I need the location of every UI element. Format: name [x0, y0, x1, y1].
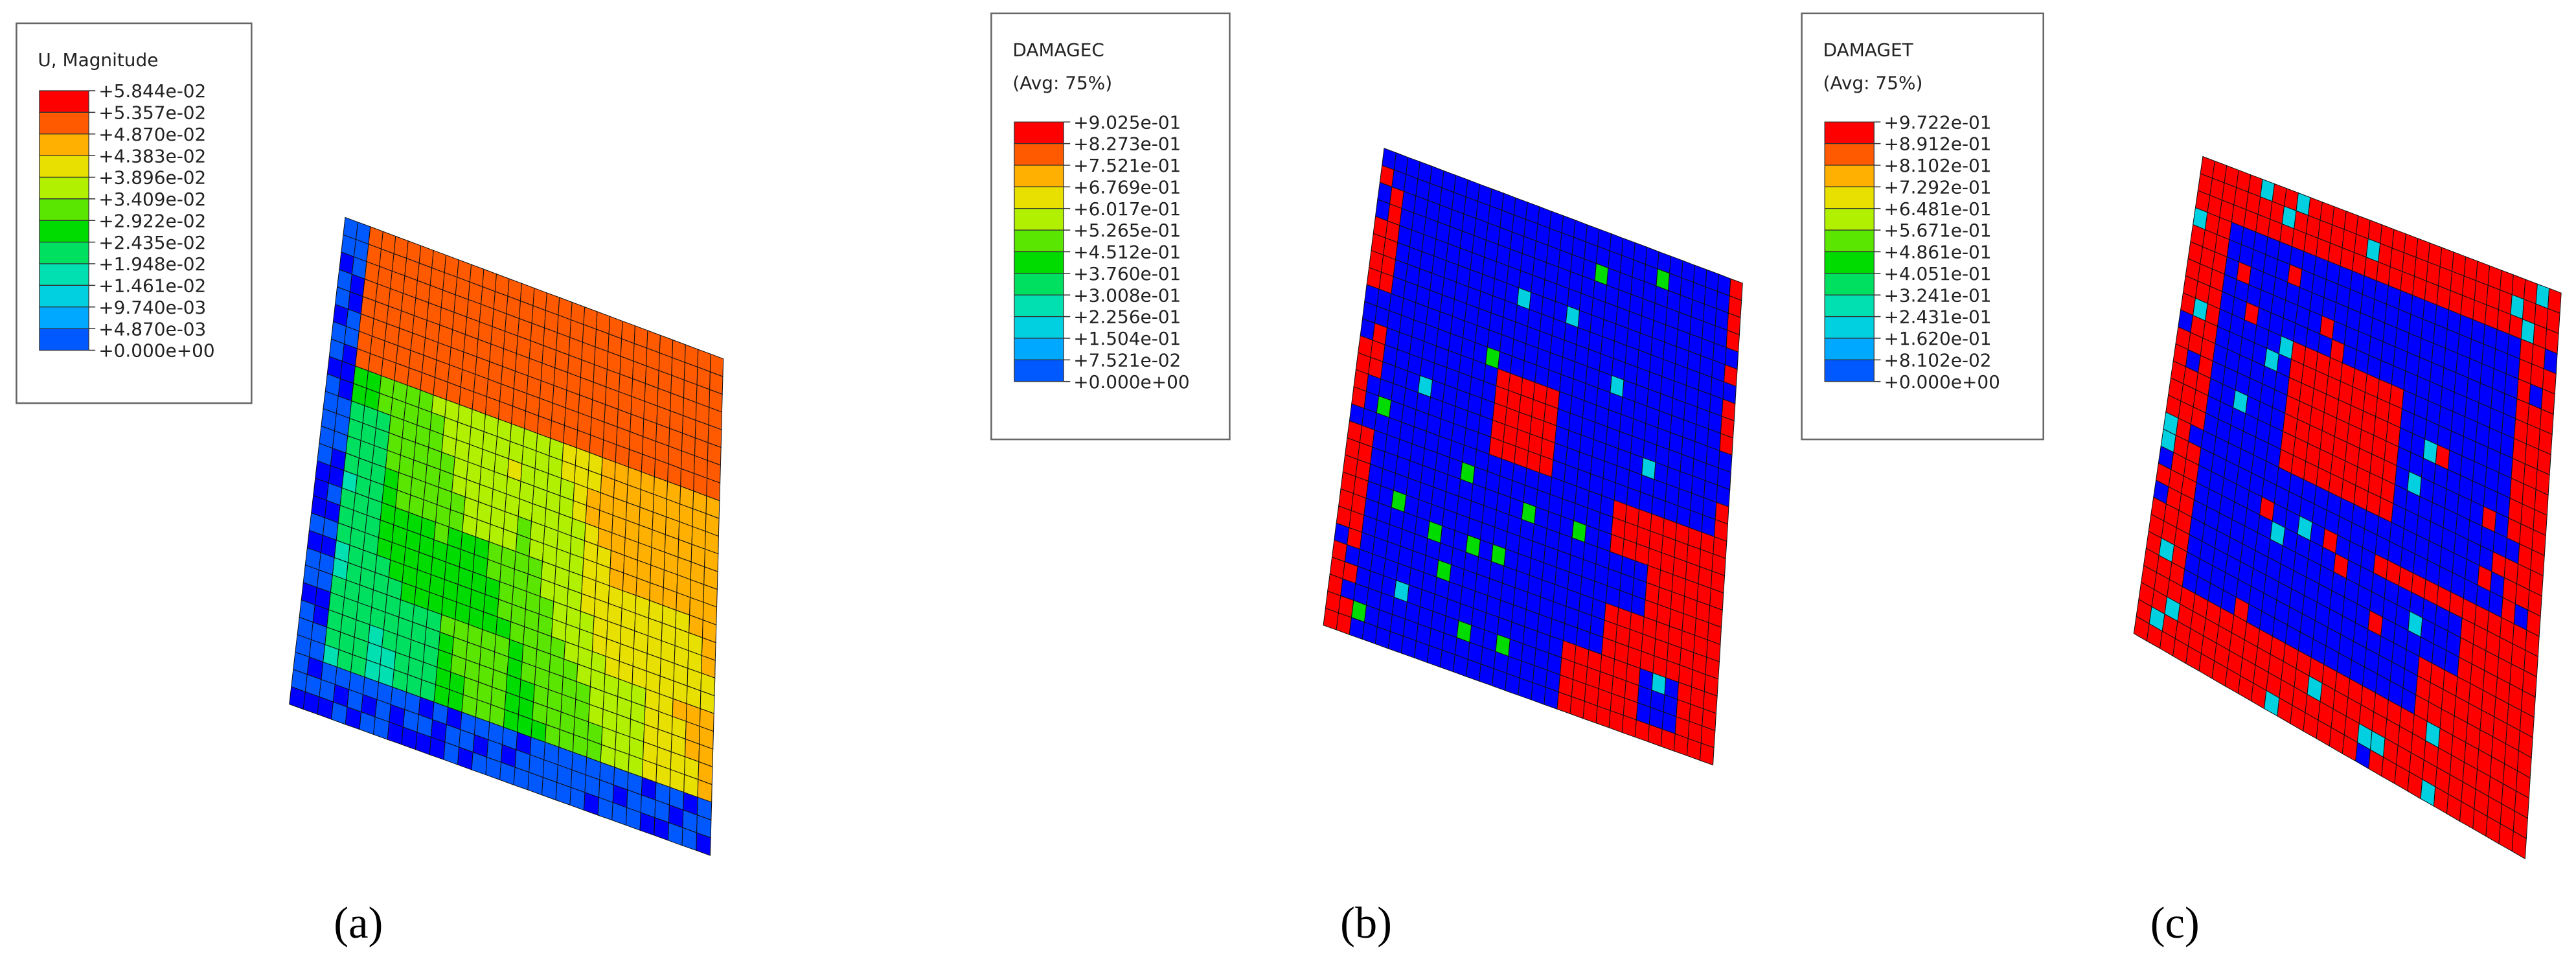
legend-swatch: [1824, 273, 1875, 295]
legend-label: +0.000e+00: [98, 340, 214, 362]
legend-swatch: [1014, 121, 1064, 145]
legend-swatch: [1824, 229, 1875, 253]
legend-swatch: [1824, 186, 1875, 209]
mesh: [1323, 148, 1743, 766]
mesh-cell: [2511, 830, 2527, 860]
legend-label: +6.769e-01: [1073, 176, 1181, 198]
legend-label: +8.273e-01: [1073, 133, 1181, 155]
legend-label: +8.912e-01: [1884, 133, 1992, 155]
legend-swatch: [1014, 143, 1064, 166]
legend-swatch: [1014, 316, 1064, 339]
legend-label: +9.025e-01: [1073, 111, 1181, 133]
legend-swatch: [39, 220, 89, 243]
legend-swatch: [1014, 294, 1064, 318]
legend-label: +2.435e-02: [98, 232, 206, 253]
legend-label: +6.017e-01: [1073, 198, 1181, 220]
legend-label: +2.431e-01: [1884, 307, 1992, 328]
legend-subtitle: (Avg: 75%): [1012, 72, 1112, 93]
legend-swatch: [1824, 359, 1875, 382]
legends: U, Magnitude+5.844e-02+5.357e-02+4.870e-…: [16, 12, 2200, 947]
legend-swatch: [1014, 229, 1064, 253]
legend-swatch: [39, 133, 89, 156]
legend-title: DAMAGET: [1823, 40, 1914, 61]
legend-label: +2.922e-02: [98, 210, 206, 231]
legend-label: +3.008e-01: [1073, 284, 1181, 306]
legend-swatch: [1014, 208, 1064, 231]
legend: DAMAGEC(Avg: 75%)+9.025e-01+8.273e-01+7.…: [990, 12, 1231, 441]
legend-swatch: [39, 198, 89, 221]
legend-swatch: [39, 111, 89, 135]
legend-swatch: [1014, 186, 1064, 209]
legend-label: +1.504e-01: [1073, 328, 1181, 349]
legend-swatch: [39, 284, 89, 308]
legend-swatch: [1014, 338, 1064, 360]
legend-label: +4.870e-02: [98, 124, 206, 145]
legend-label: +4.512e-01: [1073, 242, 1181, 263]
meshes: [289, 148, 2562, 860]
panel-label: (a): [334, 898, 383, 947]
mesh: [2133, 156, 2562, 860]
legend-label: +5.844e-02: [98, 80, 206, 102]
legend-label: +3.896e-02: [98, 167, 206, 189]
legend-swatch: [1824, 316, 1875, 339]
legend-label: +1.948e-02: [98, 253, 206, 275]
legend-label: +4.051e-01: [1884, 263, 1992, 284]
mesh-cell: [696, 832, 711, 856]
legend-label: +9.722e-01: [1884, 111, 1992, 133]
legend-swatch: [39, 241, 89, 264]
legend-label: +7.292e-01: [1884, 176, 1992, 198]
legend-label: +4.861e-01: [1884, 242, 1992, 263]
legend-swatch: [39, 155, 89, 178]
legend-swatch: [1014, 359, 1064, 382]
legend: U, Magnitude+5.844e-02+5.357e-02+4.870e-…: [16, 22, 253, 404]
legend-label: +2.256e-01: [1073, 307, 1181, 328]
legend-label: +5.671e-01: [1884, 220, 1992, 241]
legend-label: +9.740e-03: [98, 297, 206, 318]
legend-label: +6.481e-01: [1884, 198, 1992, 220]
legend-label: +8.102e-01: [1884, 155, 1992, 176]
mesh: [289, 216, 724, 856]
legend-swatch: [1824, 251, 1875, 274]
legend-label: +7.521e-01: [1073, 155, 1181, 176]
legend-title: DAMAGEC: [1012, 40, 1104, 61]
mesh-cell: [1699, 743, 1715, 766]
panel-label: (c): [2150, 898, 2200, 947]
legend-swatch: [39, 307, 89, 329]
legend-swatch: [1824, 208, 1875, 231]
legend-label: +0.000e+00: [1884, 371, 2000, 393]
legend-label: +5.265e-01: [1073, 220, 1181, 241]
legend-swatch: [1824, 294, 1875, 318]
legend-swatch: [1824, 121, 1875, 145]
legend-label: +0.000e+00: [1073, 371, 1189, 393]
legend-swatch: [39, 90, 89, 113]
legend-swatch: [1824, 143, 1875, 166]
legend-swatch: [1824, 165, 1875, 187]
legend-label: +4.383e-02: [98, 145, 206, 167]
legend-label: +5.357e-02: [98, 102, 206, 124]
legend-swatch: [39, 176, 89, 200]
legend-label: +4.870e-03: [98, 318, 206, 340]
legend-label: +3.241e-01: [1884, 284, 1992, 306]
legend-label: +3.760e-01: [1073, 263, 1181, 284]
legend-swatch: [1824, 338, 1875, 360]
legend-label: +3.409e-02: [98, 189, 206, 210]
legend-label: +8.102e-02: [1884, 349, 1992, 371]
legend-label: +1.620e-01: [1884, 328, 1992, 349]
legend-label: +7.521e-02: [1073, 349, 1181, 371]
legend-title: U, Magnitude: [38, 49, 158, 71]
legend-swatch: [39, 328, 89, 351]
legend-swatch: [1014, 165, 1064, 187]
legend-swatch: [1014, 251, 1064, 274]
legend-swatch: [39, 263, 89, 286]
panel-label: (b): [1340, 898, 1392, 947]
legend-label: +1.461e-02: [98, 275, 206, 297]
legend-swatch: [1014, 273, 1064, 295]
legend-subtitle: (Avg: 75%): [1823, 72, 1923, 93]
legend: DAMAGET(Avg: 75%)+9.722e-01+8.912e-01+8.…: [1801, 12, 2044, 441]
